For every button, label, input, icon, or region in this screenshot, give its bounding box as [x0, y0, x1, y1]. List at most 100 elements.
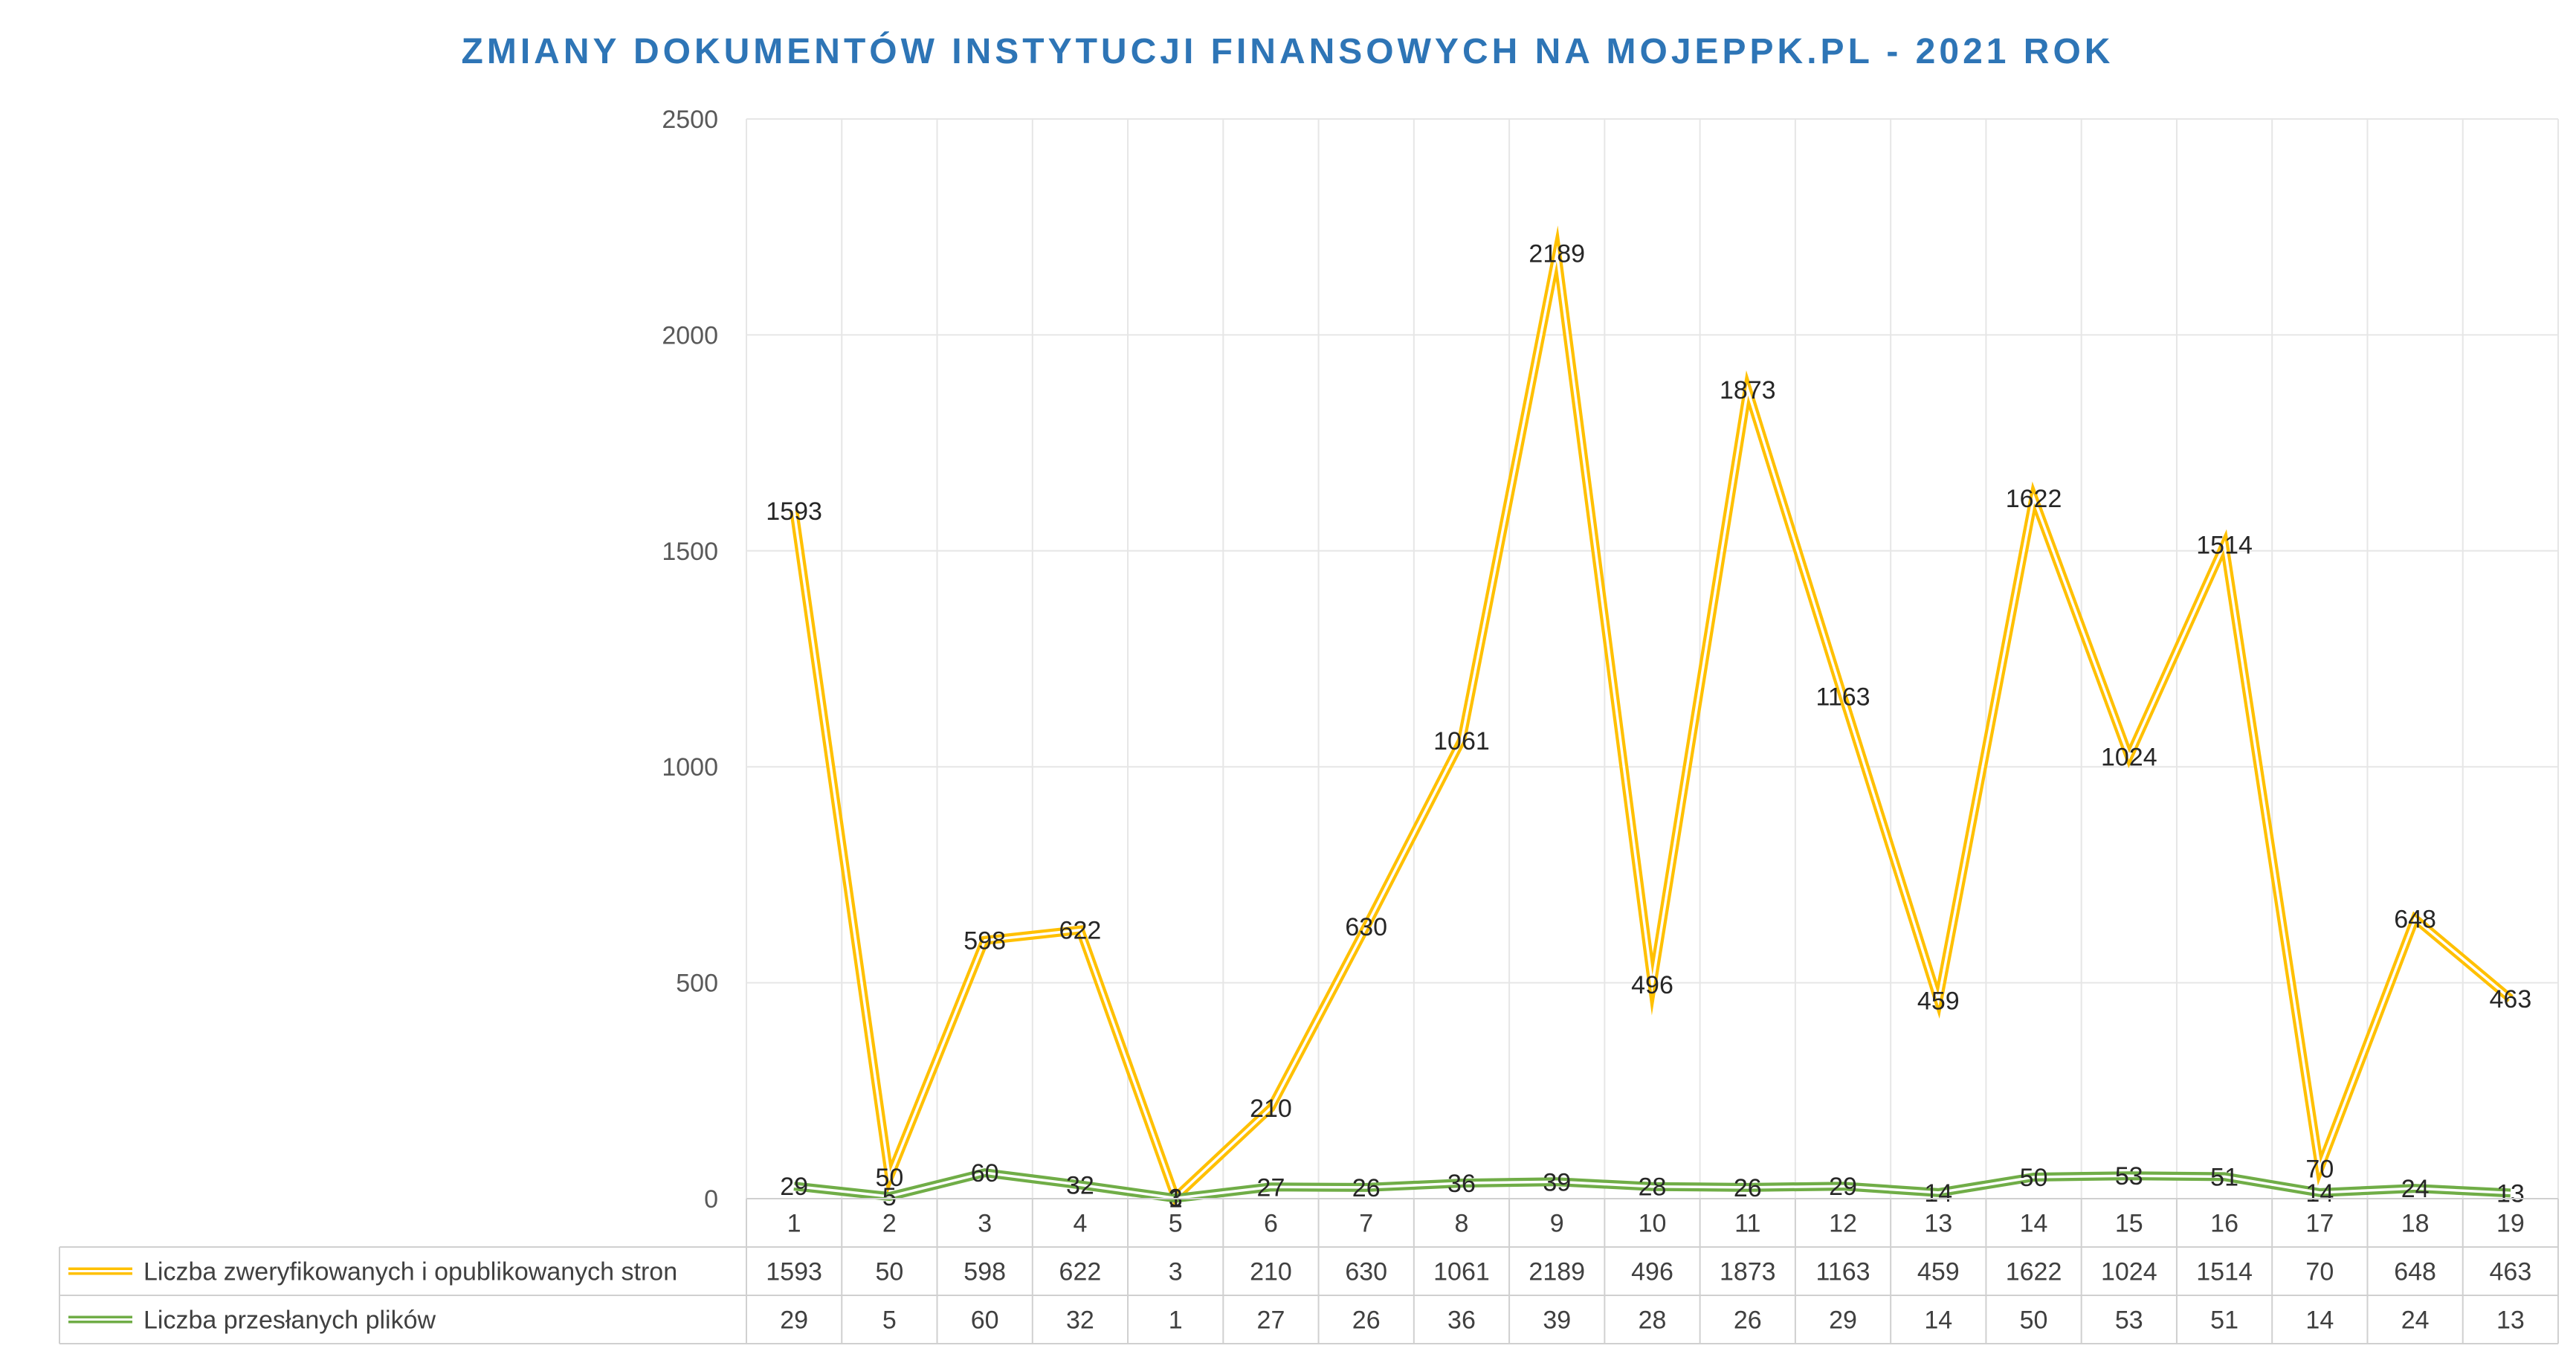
data-label: 26: [1352, 1174, 1381, 1202]
category-label: 14: [2020, 1210, 2048, 1238]
data-label: 28: [1639, 1173, 1667, 1202]
data-label: 50: [875, 1164, 903, 1192]
data-label: 29: [1829, 1173, 1857, 1201]
table-cell: 36: [1447, 1306, 1476, 1335]
data-label: 630: [1345, 913, 1387, 941]
y-axis: 0 500 1000 1500 2000 2500: [662, 106, 718, 1214]
data-label: 463: [2490, 985, 2532, 1014]
category-label: 4: [1073, 1210, 1087, 1238]
table-cell: 28: [1639, 1306, 1667, 1335]
table-cell: 598: [963, 1258, 1006, 1286]
category-label: 8: [1455, 1210, 1469, 1238]
data-label: 60: [971, 1159, 999, 1188]
table-cell: 29: [780, 1306, 808, 1335]
data-label: 598: [963, 927, 1006, 956]
table-cell: 60: [971, 1306, 999, 1335]
table-cell: 24: [2401, 1306, 2430, 1335]
table-cell: 1: [1169, 1306, 1183, 1335]
data-label: 13: [2496, 1179, 2525, 1208]
data-label: 39: [1543, 1168, 1571, 1196]
table-cell: 13: [2496, 1306, 2525, 1335]
table-cell: 3: [1169, 1258, 1183, 1286]
data-label: 14: [2305, 1179, 2334, 1208]
table-cell: 5: [882, 1306, 897, 1335]
data-label: 32: [1066, 1171, 1094, 1199]
y-tick-label: 1500: [662, 538, 718, 566]
data-label: 210: [1250, 1095, 1292, 1123]
data-label: 1873: [1720, 376, 1776, 405]
y-tick-label: 1000: [662, 753, 718, 782]
y-tick-label: 2500: [662, 106, 718, 134]
table-cell: 50: [875, 1258, 903, 1286]
series-line-inner-1: [793, 245, 2512, 1200]
table-cell: 210: [1250, 1258, 1292, 1286]
data-label: 51: [2210, 1163, 2238, 1191]
category-label: 19: [2496, 1210, 2525, 1238]
category-label: 16: [2210, 1210, 2238, 1238]
table-cell: 50: [2020, 1306, 2048, 1335]
data-label: 2189: [1529, 240, 1585, 268]
table-cell: 26: [1734, 1306, 1762, 1335]
table-cell: 2189: [1529, 1258, 1585, 1286]
table-cell: 27: [1257, 1306, 1285, 1335]
category-label: 13: [1924, 1210, 1952, 1238]
data-label: 648: [2394, 906, 2436, 934]
data-label: 14: [1924, 1179, 1952, 1208]
table-cell: 622: [1059, 1258, 1102, 1286]
data-label: 1024: [2101, 743, 2157, 771]
data-label: 36: [1447, 1170, 1476, 1198]
data-label: 26: [1734, 1174, 1762, 1202]
table-cell: 459: [1917, 1258, 1960, 1286]
category-label: 6: [1264, 1210, 1278, 1238]
data-label: 70: [2305, 1155, 2334, 1183]
legend-label-1: Liczba zweryfikowanych i opublikowanych …: [143, 1258, 677, 1286]
table-cell: 1622: [2006, 1258, 2062, 1286]
category-label: 9: [1550, 1210, 1564, 1238]
data-label: 1163: [1815, 683, 1870, 712]
data-label: 27: [1257, 1173, 1285, 1202]
category-label: 1: [787, 1210, 801, 1238]
table-cell: 630: [1345, 1258, 1387, 1286]
data-label: 496: [1631, 971, 1673, 999]
data-label: 1514: [2196, 532, 2253, 560]
y-tick-label: 2000: [662, 321, 718, 349]
data-label: 622: [1059, 917, 1102, 945]
category-label: 2: [882, 1210, 897, 1238]
table-cell: 32: [1066, 1306, 1094, 1335]
data-label: 1061: [1433, 727, 1490, 755]
table-cell: 648: [2394, 1258, 2436, 1286]
table-cell: 463: [2490, 1258, 2532, 1286]
table-cell: 496: [1631, 1258, 1673, 1286]
table-cell: 14: [2305, 1306, 2334, 1335]
data-label: 53: [2115, 1162, 2143, 1190]
category-label: 17: [2305, 1210, 2334, 1238]
category-label: 7: [1359, 1210, 1373, 1238]
category-label: 5: [1169, 1210, 1183, 1238]
table-cell: 1514: [2196, 1258, 2253, 1286]
category-label: 18: [2401, 1210, 2430, 1238]
table-cell: 1873: [1720, 1258, 1776, 1286]
y-tick-label: 500: [676, 970, 718, 998]
table-cell: 70: [2305, 1258, 2334, 1286]
data-label: 29: [780, 1173, 808, 1201]
category-label: 10: [1639, 1210, 1667, 1238]
series-layer: [790, 225, 2514, 1205]
table-cell: 53: [2115, 1306, 2143, 1335]
category-label: 3: [978, 1210, 992, 1238]
series-line-inner-2: [793, 1171, 2511, 1200]
table-cell: 26: [1352, 1306, 1381, 1335]
data-label: 1622: [2006, 485, 2062, 513]
table-cell: 29: [1829, 1306, 1857, 1335]
category-label: 12: [1829, 1210, 1857, 1238]
data-label: 459: [1917, 987, 1960, 1015]
category-label: 15: [2115, 1210, 2143, 1238]
legend-label-2: Liczba przesłanych plików: [143, 1306, 436, 1335]
grid-layer: [746, 118, 2559, 1199]
data-label: 50: [2020, 1164, 2048, 1192]
table-cell: 14: [1924, 1306, 1952, 1335]
y-tick-label: 0: [704, 1185, 718, 1214]
